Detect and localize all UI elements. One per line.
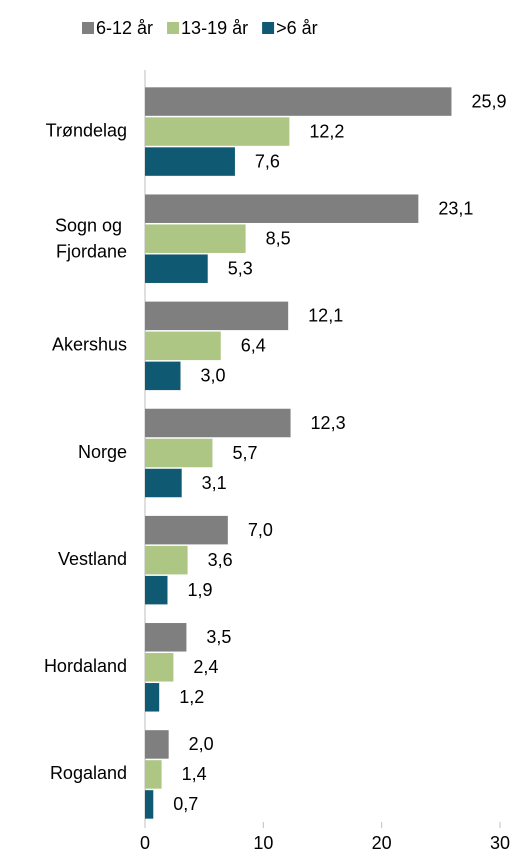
value-label: 12,3 [311, 413, 346, 433]
bar [145, 301, 289, 331]
category-label: Rogaland [50, 763, 127, 783]
bar [145, 331, 221, 361]
value-label: 12,2 [309, 121, 344, 141]
bar [145, 790, 154, 819]
value-label: 3,1 [202, 473, 227, 493]
bar [145, 224, 246, 253]
x-tick-label: 20 [372, 833, 392, 853]
value-label: 6,4 [241, 336, 266, 356]
value-label: 0,7 [173, 794, 198, 814]
value-label: 5,3 [228, 258, 253, 278]
x-tick-label: 0 [140, 833, 150, 853]
category-label: Vestland [58, 549, 127, 569]
legend-swatch [82, 22, 94, 34]
bar [145, 730, 169, 759]
legend-label: 13-19 år [181, 18, 248, 38]
category-label: Hordaland [44, 656, 127, 676]
category-label: Sogn og Fjordane [55, 215, 127, 261]
bar [145, 408, 291, 438]
x-tick-label: 30 [490, 833, 510, 853]
bar [145, 760, 162, 789]
category-label-line: Fjordane [56, 241, 127, 261]
legend-swatch [262, 22, 275, 34]
value-label: 12,1 [308, 306, 343, 326]
bar [145, 653, 174, 682]
bar [145, 117, 290, 146]
legend-swatch [167, 22, 180, 34]
bar [145, 468, 182, 498]
bar [145, 147, 235, 176]
value-label: 3,6 [208, 550, 233, 570]
bar [145, 545, 188, 575]
value-label: 25,9 [471, 91, 506, 111]
legend-label: 6-12 år [96, 18, 153, 38]
category-label: Akershus [52, 335, 127, 355]
category-label-line: Sogn og [55, 215, 127, 235]
category-label: Trøndelag [46, 120, 127, 140]
bar [145, 575, 168, 605]
value-label: 1,9 [187, 580, 212, 600]
bar [145, 623, 187, 652]
value-label: 5,7 [232, 443, 257, 463]
bar [145, 361, 181, 391]
value-label: 7,6 [255, 151, 280, 171]
bar [145, 194, 419, 223]
legend-label: >6 år [276, 18, 318, 38]
value-label: 1,2 [179, 687, 204, 707]
value-label: 23,1 [438, 198, 473, 218]
bar [145, 683, 160, 712]
bar [145, 438, 213, 468]
value-label: 7,0 [248, 520, 273, 540]
value-label: 2,4 [193, 657, 218, 677]
value-label: 3,0 [201, 366, 226, 386]
value-label: 8,5 [266, 228, 291, 248]
bar [145, 87, 452, 116]
x-tick-label: 10 [253, 833, 273, 853]
bar [145, 515, 228, 545]
value-label: 1,4 [182, 764, 207, 784]
value-label: 3,5 [206, 627, 231, 647]
bar [145, 254, 208, 283]
category-label: Norge [78, 442, 127, 462]
value-label: 2,0 [189, 734, 214, 754]
